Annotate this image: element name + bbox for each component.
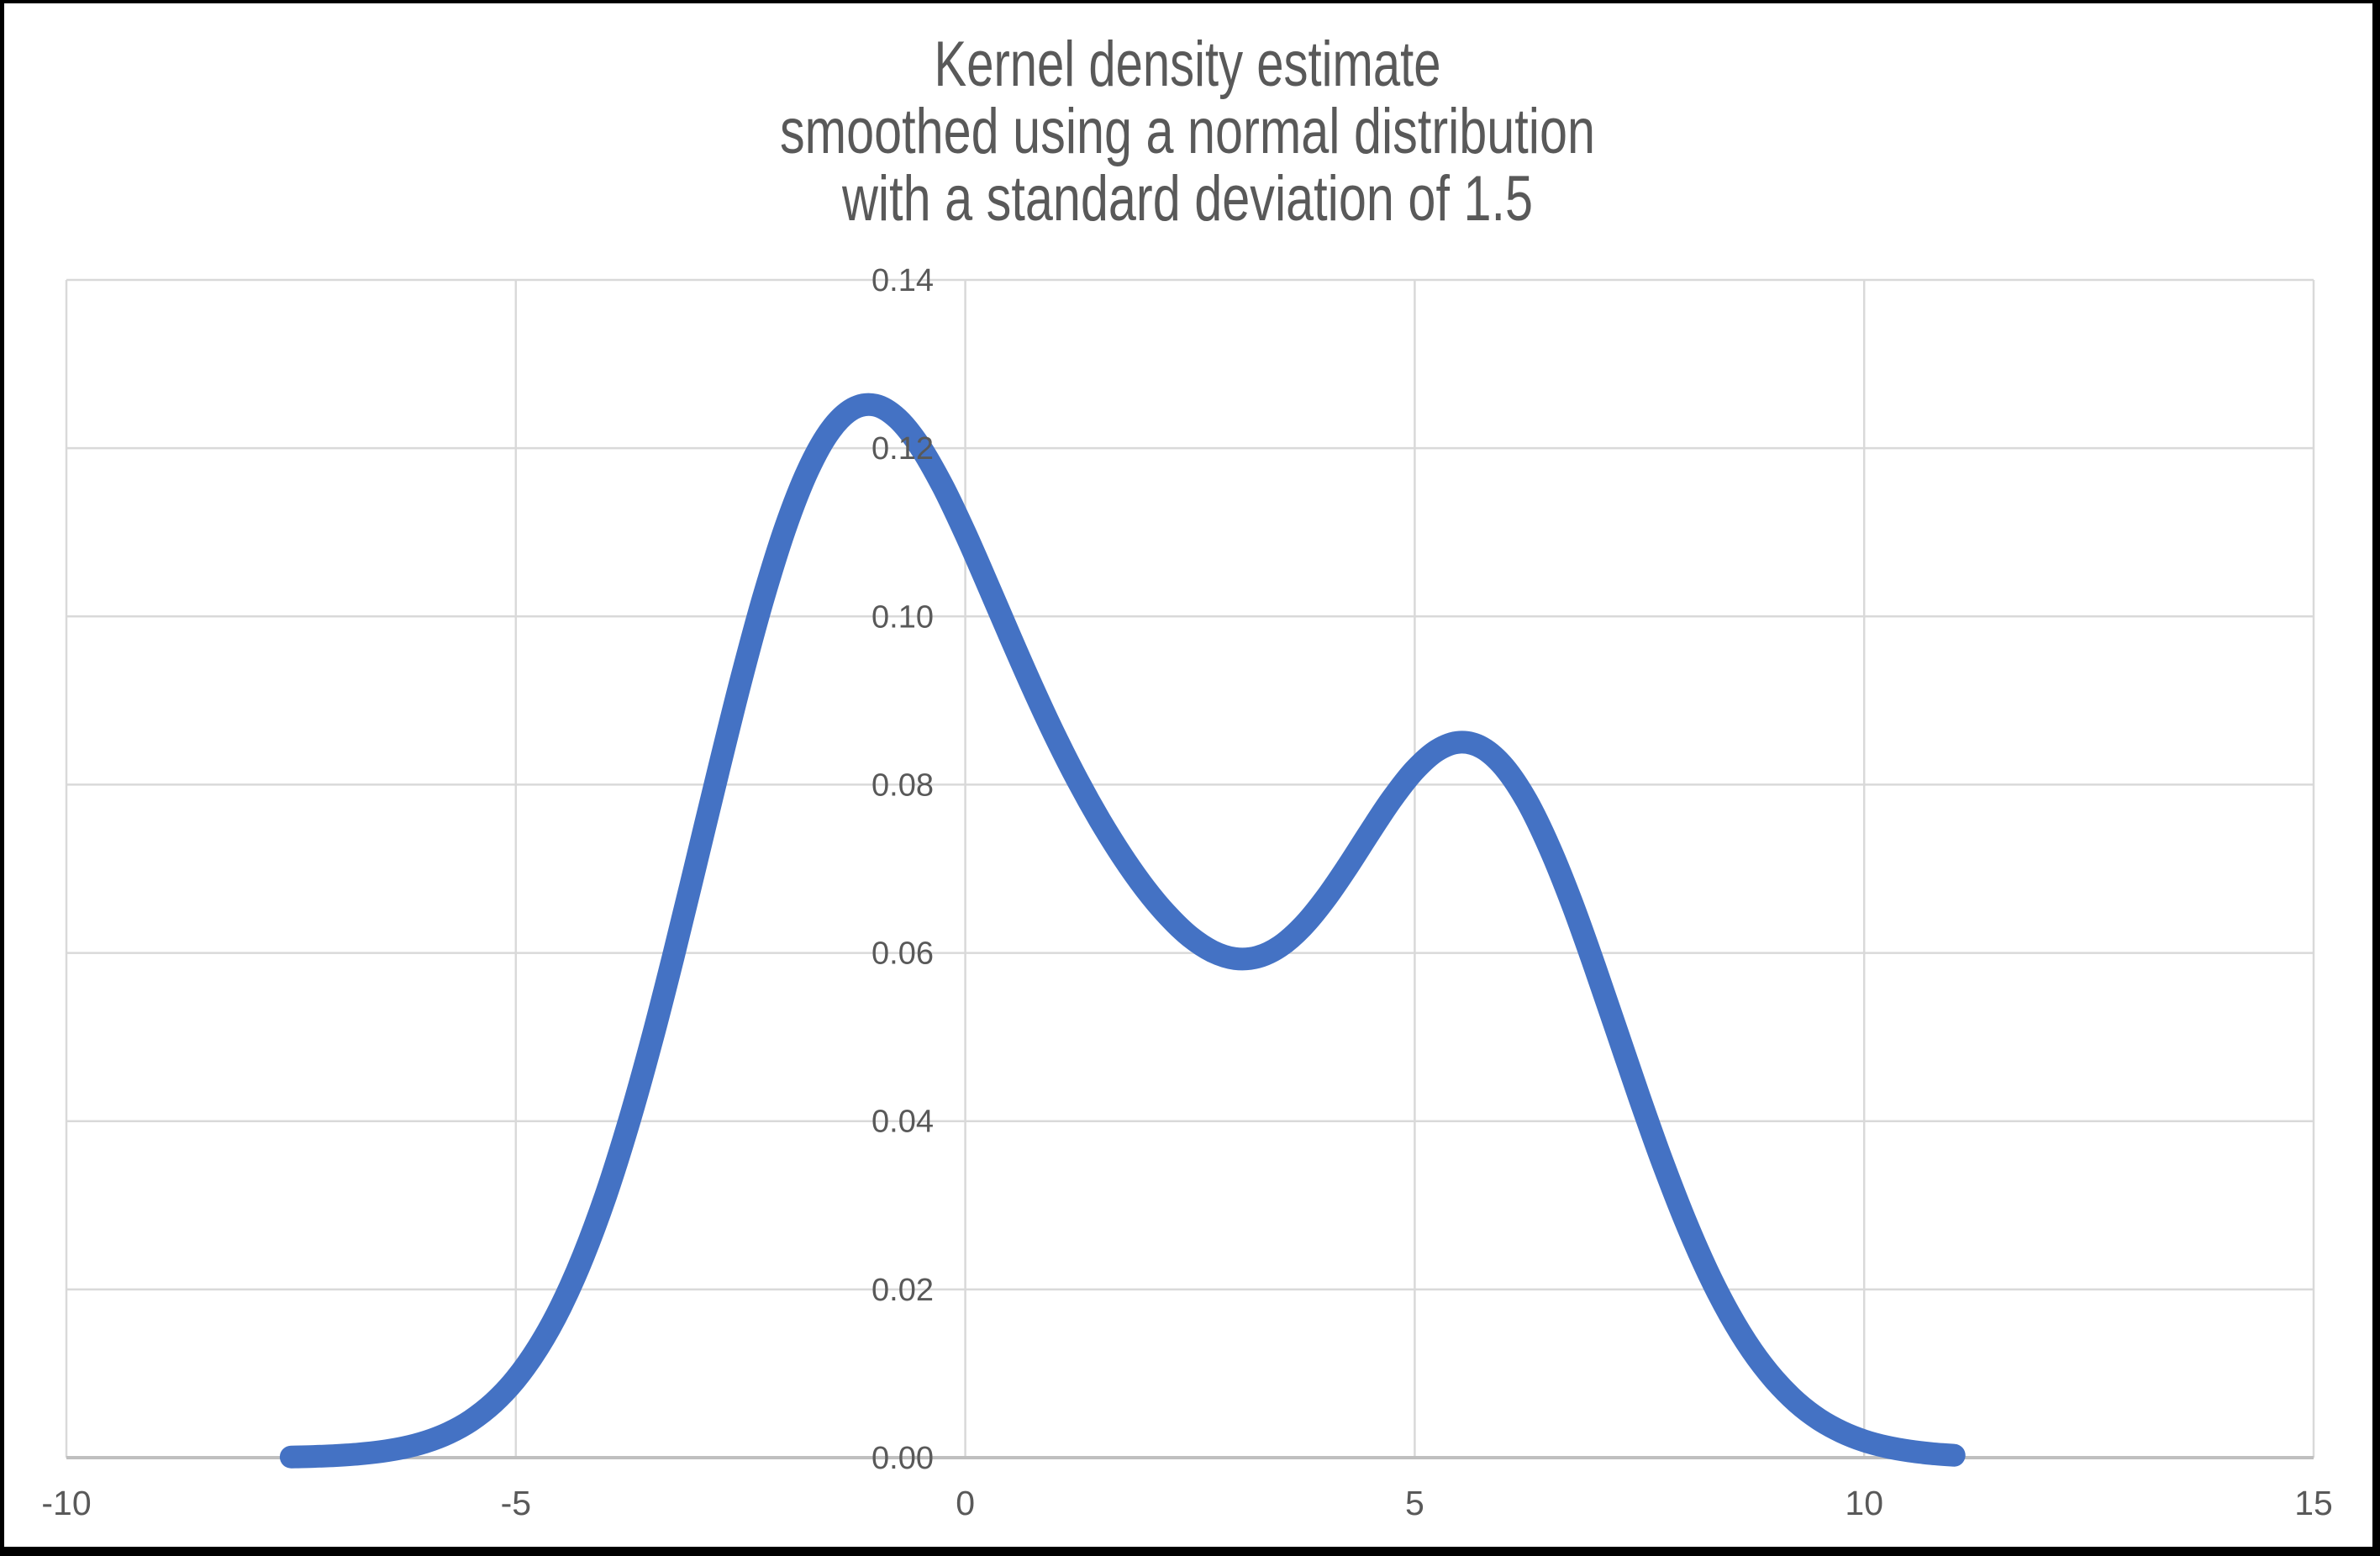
chart-title-line-1: Kernel density estimate (935, 29, 1441, 100)
y-axis-labels: 0.00 0.02 0.04 0.06 0.08 0.10 0.12 0.14 (871, 263, 934, 1476)
y-tick-label: 0.00 (871, 1441, 934, 1476)
x-tick-label: -5 (501, 1484, 531, 1522)
chart-title-line-2: smoothed using a normal distribution (780, 96, 1595, 167)
gridlines (65, 278, 2315, 1458)
chart-title-line-3: with a standard deviation of 1.5 (841, 163, 1533, 235)
y-tick-label: 0.08 (871, 767, 934, 803)
y-tick-label: 0.06 (871, 936, 934, 972)
y-tick-label: 0.02 (871, 1273, 934, 1308)
y-tick-label: 0.10 (871, 599, 934, 635)
x-tick-label: 10 (1845, 1484, 1883, 1522)
y-tick-label: 0.04 (871, 1105, 934, 1140)
x-tick-label: 0 (956, 1484, 975, 1522)
x-tick-label: 5 (1405, 1484, 1424, 1522)
x-axis-labels: -10 -5 0 5 10 15 (41, 1484, 2332, 1522)
x-tick-label: -10 (41, 1484, 91, 1522)
x-tick-label: 15 (2294, 1484, 2333, 1522)
y-tick-label: 0.12 (871, 431, 934, 467)
kde-curve (279, 393, 1966, 1469)
chart-title: Kernel density estimate smoothed using a… (780, 29, 1595, 235)
y-tick-label: 0.14 (871, 263, 934, 298)
